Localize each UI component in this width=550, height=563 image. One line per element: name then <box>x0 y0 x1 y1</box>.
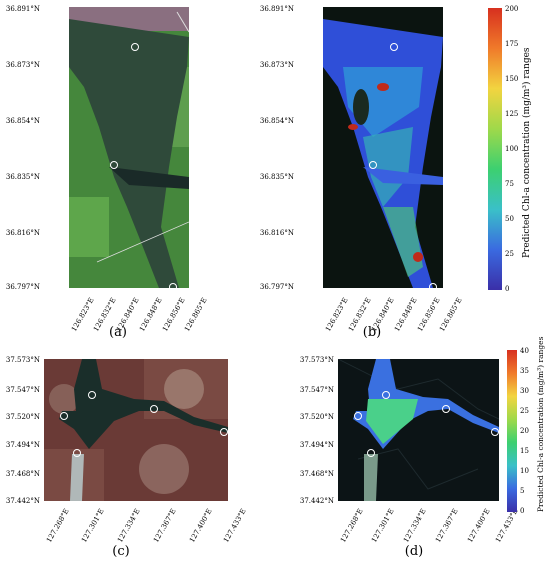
colorbar-tick: 125 <box>505 110 519 118</box>
sample-point-marker <box>60 412 68 420</box>
sample-point-marker <box>88 391 96 399</box>
sample-point-marker <box>354 412 362 420</box>
sample-point-marker <box>429 283 437 288</box>
lat-tick: 37.468°N <box>5 470 40 478</box>
chl-a-map-d <box>338 359 499 501</box>
colorbar-tick: 0 <box>505 285 510 293</box>
sample-point-marker <box>367 449 375 457</box>
lat-tick: 36.835°N <box>259 173 294 181</box>
panel-label: (a) <box>109 325 127 340</box>
lat-tick: 37.442°N <box>299 497 334 505</box>
lat-tick: 37.547°N <box>5 386 40 394</box>
lat-tick: 36.854°N <box>5 117 40 125</box>
colorbar-tick: 5 <box>520 487 525 495</box>
colorbar-tick: 75 <box>505 180 514 188</box>
lat-tick: 36.797°N <box>5 283 40 291</box>
colorbar-tick: 50 <box>505 215 514 223</box>
lon-tick: 126.848°E <box>138 296 164 333</box>
sample-point-marker <box>369 161 377 169</box>
lat-tick: 36.891°N <box>5 5 40 13</box>
colorbar-tick: 30 <box>520 387 529 395</box>
colorbar-tick: 15 <box>520 447 529 455</box>
lat-tick: 37.547°N <box>299 386 334 394</box>
lon-tick: 127.268°E <box>45 507 71 544</box>
lat-tick: 37.494°N <box>299 441 334 449</box>
sample-point-marker <box>110 161 118 169</box>
colorbar-tick: 35 <box>520 367 529 375</box>
satellite-image-c <box>44 359 228 501</box>
colorbar-tick: 25 <box>520 407 529 415</box>
sample-point-marker <box>73 449 81 457</box>
colorbar-tick: 0 <box>520 507 525 515</box>
lat-tick: 37.468°N <box>299 470 334 478</box>
colorbar-tick: 100 <box>505 145 519 153</box>
lat-tick: 37.494°N <box>5 441 40 449</box>
lon-tick: 127.301°E <box>80 507 106 544</box>
sample-point-marker <box>131 43 139 51</box>
lat-tick: 36.816°N <box>5 229 40 237</box>
lat-tick: 36.873°N <box>5 61 40 69</box>
lon-tick: 127.367°E <box>434 507 460 544</box>
lon-tick: 126.823°E <box>324 296 350 333</box>
colorbar-title: Predicted Chl-a concentration (mg/m³) ra… <box>522 47 532 258</box>
lat-tick: 36.797°N <box>259 283 294 291</box>
chl-a-map-b <box>323 7 443 288</box>
lon-tick: 127.334°E <box>116 507 142 544</box>
lat-tick: 36.854°N <box>259 117 294 125</box>
colorbar-tick: 40 <box>520 347 529 355</box>
lat-tick: 37.573°N <box>299 356 334 364</box>
lon-tick: 127.433°E <box>494 507 520 544</box>
lon-tick: 127.301°E <box>370 507 396 544</box>
lat-tick: 37.442°N <box>5 497 40 505</box>
colorbar-tick: 20 <box>520 427 529 435</box>
lon-tick: 126.865°E <box>183 296 209 333</box>
satellite-image-a <box>69 7 189 288</box>
lon-tick: 126.848°E <box>393 296 419 333</box>
sample-point-marker <box>442 405 450 413</box>
sample-point-marker <box>150 405 158 413</box>
lat-tick: 36.816°N <box>259 229 294 237</box>
colorbar-title: Predicted Chl-a concentration (mg/m³) ra… <box>536 336 545 512</box>
panel-label: (d) <box>404 544 424 559</box>
lat-tick: 37.573°N <box>5 356 40 364</box>
sample-point-marker <box>382 391 390 399</box>
lat-tick: 37.520°N <box>299 413 334 421</box>
colorbar-tick: 25 <box>505 250 514 258</box>
colorbar <box>507 350 517 512</box>
colorbar-tick: 150 <box>505 75 519 83</box>
lon-tick: 127.334°E <box>402 507 428 544</box>
lat-tick: 36.873°N <box>259 61 294 69</box>
panel-label: (c) <box>112 544 130 559</box>
lat-tick: 36.835°N <box>5 173 40 181</box>
colorbar-tick: 200 <box>505 5 519 13</box>
lon-tick: 127.268°E <box>339 507 365 544</box>
lon-tick: 127.400°E <box>188 507 214 544</box>
lon-tick: 127.367°E <box>152 507 178 544</box>
colorbar-tick: 175 <box>505 40 519 48</box>
lat-tick: 36.891°N <box>259 5 294 13</box>
sample-point-marker <box>169 283 177 288</box>
colorbar <box>488 8 502 290</box>
panel-label: (b) <box>362 325 382 340</box>
sample-point-marker <box>220 428 228 436</box>
lat-tick: 37.520°N <box>5 413 40 421</box>
sample-point-marker <box>390 43 398 51</box>
colorbar-tick: 10 <box>520 467 529 475</box>
lon-tick: 127.400°E <box>466 507 492 544</box>
lon-tick: 126.865°E <box>438 296 464 333</box>
sample-point-marker <box>491 428 499 436</box>
lon-tick: 127.433°E <box>222 507 248 544</box>
